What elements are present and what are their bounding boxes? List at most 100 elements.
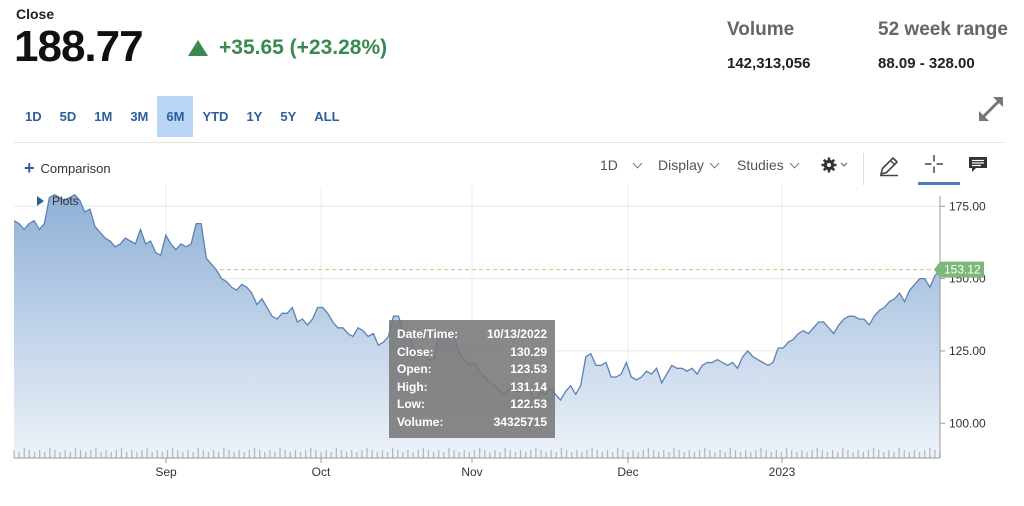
volume-bar [371,450,373,458]
volume-bar [862,452,864,458]
volume-bar [427,450,430,458]
volume-bar [279,448,281,458]
volume-bar [345,452,348,458]
volume-bar [468,452,470,458]
period-6m[interactable]: 6M [157,96,194,137]
volume-bar [23,448,25,458]
plots-toggle[interactable]: Plots [37,194,79,208]
volume-bar [397,450,399,458]
volume-bar [202,450,204,458]
volume-bar [867,450,870,458]
volume-bar [550,450,552,458]
volume-bar [172,448,174,458]
period-1y[interactable]: 1Y [246,109,263,124]
display-dropdown[interactable]: Display [658,157,720,173]
volume-bar [745,450,747,458]
x-tick-label: 2023 [769,465,796,479]
volume-bar [504,448,506,458]
period-ytd[interactable]: YTD [202,109,229,124]
volume-bar [791,450,793,458]
volume-bar [381,450,384,458]
studies-label: Studies [737,157,784,173]
data-tooltip: Date/Time: 10/13/2022 Close: 130.29 Open: 1… [389,320,555,438]
volume-bar [187,450,189,458]
volume-bar [663,450,665,458]
tooltip-row: Low: 122.53 [397,396,547,414]
y-tick-label: 125.00 [949,344,986,358]
volume-bar [908,452,910,458]
comparison-button[interactable]: + Comparison [24,159,111,177]
volume-bar [545,452,547,458]
volume-bar [801,450,803,458]
volume-bar [59,452,61,458]
tooltip-label: Volume: [397,414,444,429]
volume-bar [494,450,496,458]
volume-bar [601,452,603,458]
period-1m[interactable]: 1M [94,109,113,124]
interval-dropdown[interactable]: 1D [600,157,643,173]
volume-bar [197,448,199,458]
volume-bar [110,452,112,458]
volume-bar [775,450,777,458]
reference-badge [934,261,984,278]
triangle-right-icon [37,196,44,206]
volume-bar [448,448,450,458]
reference-value-label: 153.12 [944,263,981,277]
comment-icon[interactable] [967,155,989,175]
volume-bar [294,450,297,458]
tooltip-value: 122.53 [510,397,547,411]
volume-bar [105,450,107,458]
period-1d[interactable]: 1D [25,109,42,124]
x-tick-label: Oct [312,465,331,479]
volume-bar [417,450,419,458]
volume-bar [734,450,737,458]
volume-bar [100,452,102,458]
period-5d[interactable]: 5D [59,109,77,124]
volume-bar [453,450,455,458]
volume-bar [724,452,726,458]
volume-bar [151,452,153,458]
tooltip-row: High: 131.14 [397,379,547,397]
pencil-icon[interactable] [877,154,901,178]
expand-icon[interactable] [976,94,1006,124]
period-all[interactable]: ALL [314,109,340,124]
volume-bar [555,452,557,458]
volume-bar [719,450,721,458]
volume-bar [69,452,71,458]
period-5y[interactable]: 5Y [280,109,297,124]
volume-bar [596,450,598,458]
volume-bar [847,450,849,458]
volume-value: 142,313,056 [727,55,811,72]
volume-bar [514,452,517,458]
volume-bar [821,450,823,458]
volume-bar [120,448,123,458]
volume-bar [473,450,476,458]
crosshair-icon[interactable] [924,154,944,174]
volume-bar [627,452,629,458]
volume-bar [39,450,41,458]
volume-bar [192,452,194,458]
period-selector: 1D 5D 1M 3M 6M YTD 1Y 5Y ALL [16,96,349,137]
volume-bar [356,452,358,458]
volume-bar [652,450,655,458]
volume-bar [392,448,394,458]
volume-bar [223,448,225,458]
volume-bar [525,452,527,458]
volume-bar [924,450,926,458]
period-3m[interactable]: 3M [130,109,149,124]
gear-icon[interactable] [820,155,852,177]
volume-bar [95,448,97,458]
tooltip-label: Close: [397,344,434,359]
volume-bar [826,452,829,458]
volume-bar [458,452,460,458]
tooltip-value: 130.29 [510,344,547,359]
volume-bar [64,450,66,458]
volume-bar [837,452,839,458]
close-label: Close [16,6,55,22]
volume-bar [765,450,767,458]
tooltip-value: 34325715 [493,414,547,429]
studies-dropdown[interactable]: Studies [737,157,800,173]
volume-bar [913,450,916,458]
volume-bar [18,452,20,458]
